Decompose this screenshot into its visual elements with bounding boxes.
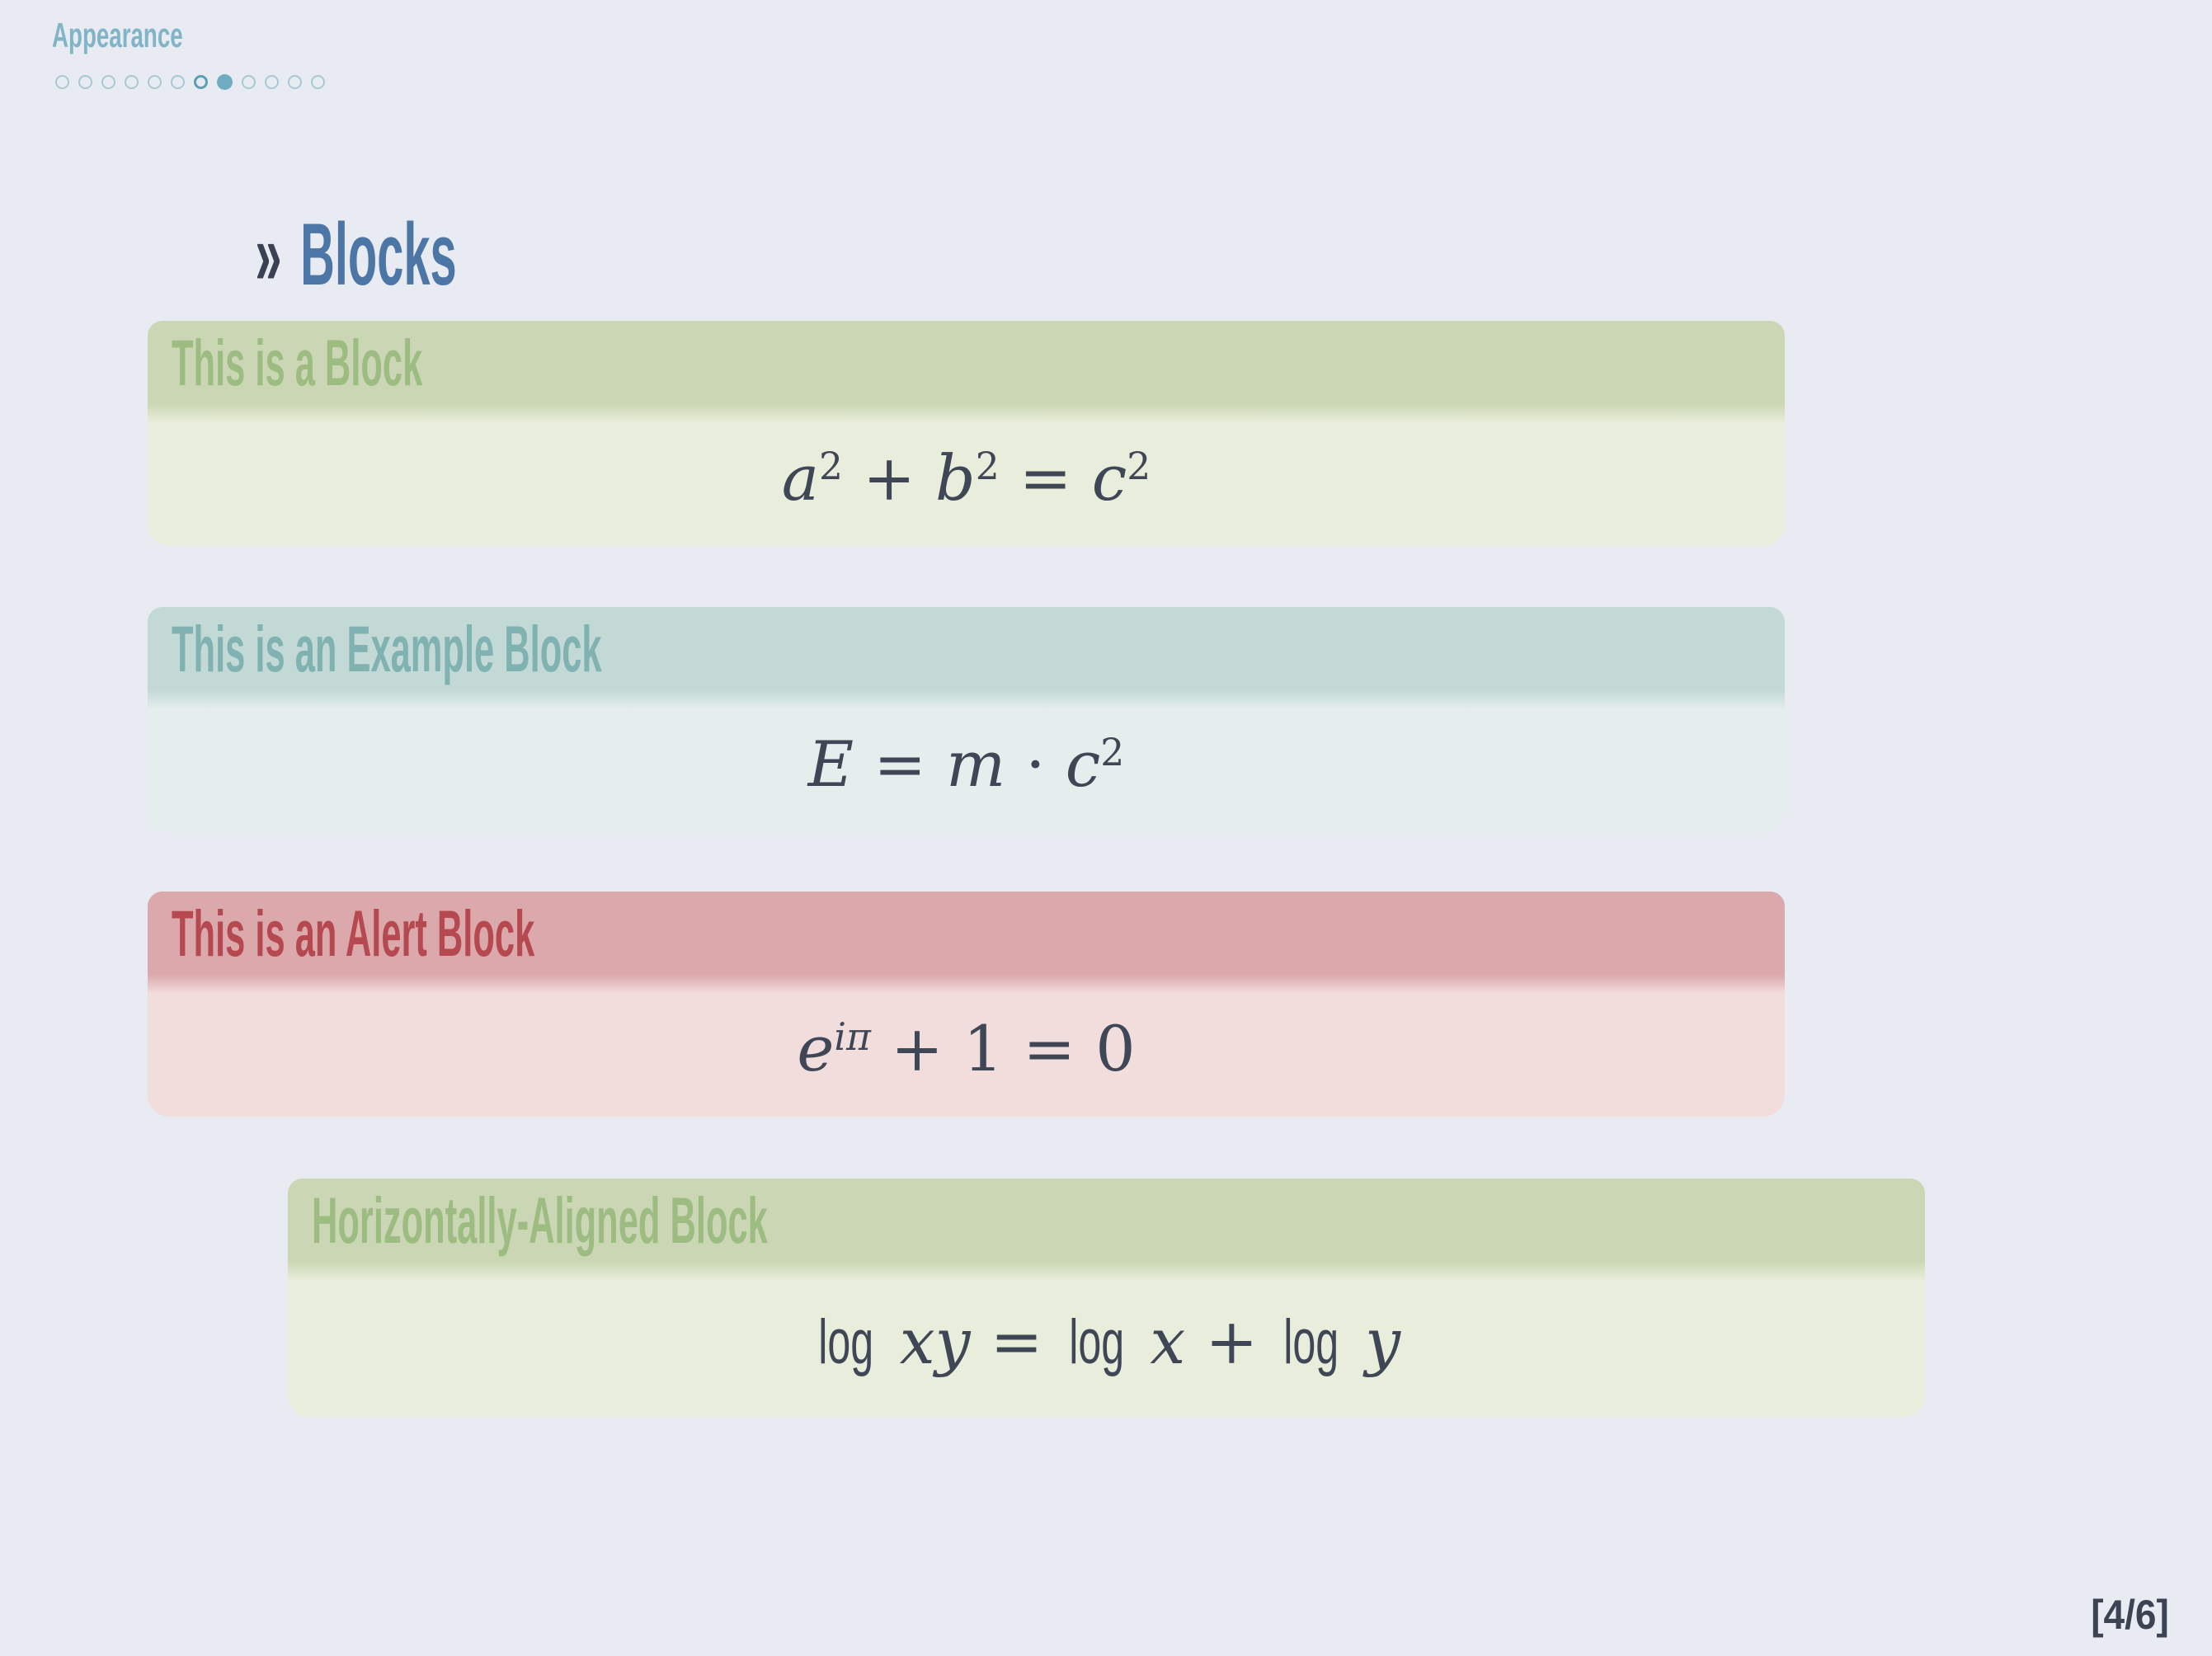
nav-dot[interactable] <box>242 75 256 89</box>
block-body: E = m · c2 <box>148 689 1785 832</box>
block-equation: a2 + b2 = c2 <box>781 440 1151 515</box>
frame-title-text: Blocks <box>300 205 457 303</box>
block-header: Horizontally-Aligned Block <box>288 1178 1925 1261</box>
block-body: eiπ + 1 = 0 <box>148 974 1785 1117</box>
block-body: log xy = log x + log y <box>288 1261 1925 1417</box>
nav-dot[interactable] <box>194 75 208 89</box>
navigation-dots <box>55 74 325 90</box>
nav-dot[interactable] <box>101 75 115 89</box>
block: This is an Example Block E = m · c2 <box>148 607 1785 832</box>
block: Horizontally-Aligned Block log xy = log … <box>288 1178 1925 1417</box>
block: This is a Block a2 + b2 = c2 <box>148 321 1785 546</box>
frame-title: » Blocks <box>176 122 696 387</box>
block-equation: E = m · c2 <box>807 727 1125 801</box>
block-equation: eiπ + 1 = 0 <box>797 1011 1136 1085</box>
nav-dot[interactable] <box>217 74 233 90</box>
block-title: This is an Alert Block <box>172 896 535 970</box>
nav-dot[interactable] <box>125 75 139 89</box>
section-label: Appearance <box>52 18 250 53</box>
nav-dot[interactable] <box>265 75 279 89</box>
nav-dot[interactable] <box>78 75 92 89</box>
nav-dot[interactable] <box>288 75 302 89</box>
block-header: This is a Block <box>148 321 1785 403</box>
nav-dot[interactable] <box>55 75 69 89</box>
block-header: This is an Alert Block <box>148 892 1785 974</box>
block: This is an Alert Block eiπ + 1 = 0 <box>148 892 1785 1117</box>
block-title: This is an Example Block <box>172 611 602 685</box>
block-title: Horizontally-Aligned Block <box>312 1183 768 1257</box>
page-indicator: [4/6] <box>2091 1592 2169 1638</box>
section-label-text: Appearance <box>52 16 183 54</box>
nav-dot[interactable] <box>171 75 185 89</box>
block-header: This is an Example Block <box>148 607 1785 689</box>
block-equation: log xy = log x + log y <box>818 1305 1401 1378</box>
block-title: This is a Block <box>172 325 423 399</box>
block-body: a2 + b2 = c2 <box>148 403 1785 546</box>
nav-dot[interactable] <box>148 75 162 89</box>
nav-dot[interactable] <box>311 75 325 89</box>
frame-title-marker-icon: » <box>255 205 282 303</box>
